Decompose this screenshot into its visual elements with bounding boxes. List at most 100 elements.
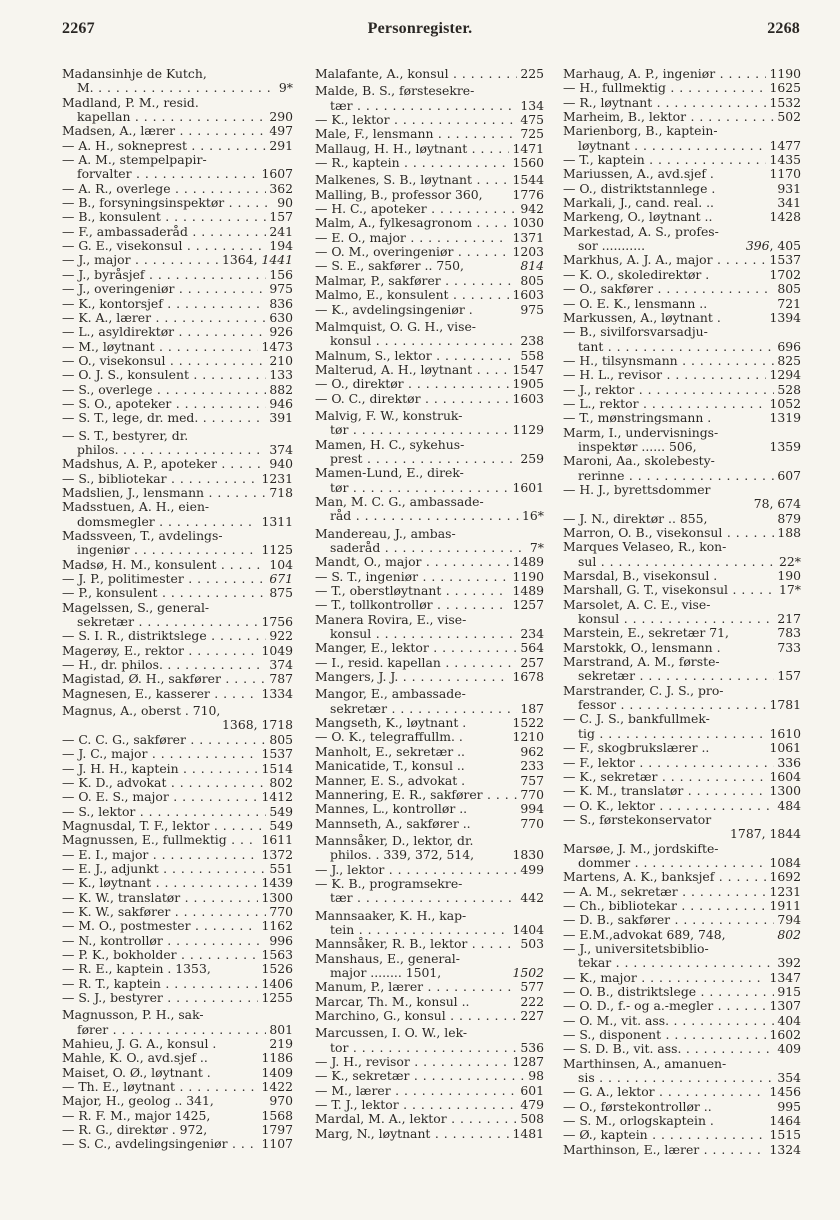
- entry-name: — R., løytnant: [563, 96, 766, 110]
- page-reference: 802: [774, 927, 801, 942]
- page-reference: [290, 96, 293, 110]
- index-entry-line: — O., visekonsul210: [62, 352, 293, 368]
- entry-name: — J. H., revisor: [315, 1055, 509, 1069]
- index-entry-line: Mamen, H. C., sykehus-: [315, 438, 544, 452]
- entry-name: Manera Rovira, E., vise-: [315, 612, 467, 627]
- entry-name: dommer: [563, 856, 766, 870]
- index-entry-line: — S. J., bestyrer1255: [62, 990, 293, 1005]
- page-reference: [798, 598, 801, 612]
- entry-name: Mangor, E., ambassade-: [315, 687, 466, 702]
- index-entry-line: — B., forsyningsinspektør90: [62, 195, 293, 210]
- index-entry-line: Marheim, B., lektor502: [563, 109, 801, 125]
- entry-name: — H. C., apoteker: [315, 202, 517, 216]
- page-reference: 1300: [769, 783, 801, 799]
- page-reference: 577: [520, 979, 544, 995]
- entry-name: Mamen, H. C., sykehus-: [315, 437, 465, 452]
- index-entry-line: Marstokk, O., lensmann . 733: [563, 640, 801, 655]
- page-reference: 915: [777, 984, 801, 999]
- index-entry-line: Marsøe, J. M., jordskifte-: [563, 842, 801, 856]
- page-reference: 210: [269, 352, 293, 368]
- entry-name: tær: [315, 99, 517, 113]
- entry-name: — J. P., politimester: [62, 572, 266, 586]
- entry-name: Mannsåker, D., lektor, dr.: [315, 833, 474, 848]
- entry-name: — J., universitetsbiblio-: [563, 941, 709, 956]
- index-entry-line: — L., rektor1052: [563, 396, 801, 411]
- page-reference: 1604: [769, 768, 801, 784]
- entry-name: — T., mønstringsmann .: [563, 411, 712, 426]
- page-reference: [541, 320, 544, 334]
- index-entry-line: tant696: [563, 339, 801, 354]
- page-reference: 508: [520, 1111, 544, 1127]
- index-entry-line: Mannsåker, D., lektor, dr.: [315, 834, 544, 848]
- page-reference: 1692: [769, 869, 801, 885]
- index-entry-line: Mannsåker, R. B., lektor503: [315, 936, 544, 951]
- index-entry-line: sekretær157: [563, 669, 801, 684]
- entry-name: Marthinsen, A., amanuen-: [563, 1056, 727, 1071]
- entry-name: Magnus, A., oberst . 710,: [62, 704, 221, 719]
- entry-name: — S. D. B., vit. ass.: [563, 1042, 774, 1056]
- index-entry-line: — K. W., sakfører770: [62, 904, 293, 919]
- page-reference: 1404: [512, 921, 544, 937]
- index-entry-line: tør1601: [315, 480, 544, 495]
- index-entry-line: — K., kontorsjef836: [62, 296, 293, 311]
- page-reference: 479: [520, 1097, 544, 1113]
- page-reference: 1544: [512, 172, 544, 188]
- entry-name: Mahle, K. O., avd.sjef ..: [62, 1051, 208, 1066]
- page-reference-part: 1441: [261, 252, 293, 268]
- page-reference: 1439: [261, 875, 293, 891]
- entry-name: Madslien, J., lensmann: [62, 486, 266, 500]
- entry-name: — K. O., skoledirektør .: [563, 267, 710, 282]
- entry-name: tær: [315, 891, 517, 905]
- page-reference: 671: [266, 571, 293, 586]
- page-reference: 1481: [512, 1125, 544, 1141]
- page-reference: 1049: [261, 642, 293, 658]
- page-reference: 1610: [769, 725, 801, 741]
- index-entry-line: Malvig, F. W., konstruk-: [315, 409, 544, 423]
- page-reference: 1347: [769, 969, 801, 985]
- index-entry-line: Mannes, L., kontrollør .. 994: [315, 801, 544, 816]
- index-entry-line: — R., kaptein1560: [315, 155, 544, 170]
- entry-name: Madssveen, T., avdelings-: [62, 529, 223, 543]
- page-reference: [798, 325, 801, 339]
- entry-name: domsmegler: [62, 515, 258, 529]
- entry-name: Madland, P. M., resid.: [62, 95, 199, 110]
- entry-name: — S. T., ingeniør: [315, 570, 509, 584]
- page-reference: 801: [269, 1021, 293, 1037]
- index-entry-line: Manum, P., lærer577: [315, 979, 544, 995]
- page-reference: [541, 877, 544, 891]
- entry-name: Magerøy, E., rektor: [62, 644, 258, 658]
- page-reference: 1489: [512, 554, 544, 570]
- page-reference: 1532: [769, 94, 801, 110]
- entry-name: — O. M., overingeniør: [315, 245, 509, 259]
- entry-name: Malmquist, O. G. H., vise-: [315, 319, 476, 334]
- entry-name: — E. I., major: [62, 848, 258, 862]
- page-reference: 558: [520, 347, 544, 363]
- index-entry-line: — S. O., apoteker946: [62, 396, 293, 411]
- entry-name: Magnusson, P. H., sak-: [62, 1008, 204, 1023]
- index-entry-line: tær134: [315, 98, 544, 113]
- page-reference: 219: [269, 1036, 293, 1052]
- page-reference: 502: [777, 109, 801, 125]
- entry-name: tein: [315, 923, 509, 937]
- index-entry-line: Maiset, O. Ø., løytnant . 1409: [62, 1065, 293, 1080]
- page-reference: 1255: [261, 990, 293, 1005]
- entry-name: forvalter: [62, 167, 258, 181]
- index-entry-line: konsul217: [563, 611, 801, 626]
- entry-name: — S., overlege: [62, 383, 266, 397]
- index-entry-line: Manicatide, T., konsul .. 233: [315, 758, 544, 773]
- index-entry-line: — D. B., sakfører794: [563, 912, 801, 927]
- entry-name: — J., lektor: [315, 863, 517, 877]
- index-entry-line: — B., sivilforsvarsadju-: [563, 325, 801, 339]
- page-reference: [541, 952, 544, 966]
- index-entry-line: Madssveen, T., avdelings-: [62, 529, 293, 543]
- index-entry-line: Marsolet, A. C. E., vise-: [563, 598, 801, 612]
- entry-name: sekretær: [563, 669, 774, 683]
- page-reference: 98: [528, 1068, 544, 1084]
- page-reference: 879: [777, 510, 801, 526]
- entry-name: — O. E. S., major: [62, 790, 258, 804]
- entry-name: — O. B., distriktslege: [563, 985, 774, 999]
- entry-name: — H., fullmektig: [563, 81, 766, 95]
- page-reference: 1394: [769, 309, 801, 325]
- entry-name: — F., skogbrukslærer ..: [563, 741, 710, 756]
- page-reference-part: 1364,: [222, 252, 262, 268]
